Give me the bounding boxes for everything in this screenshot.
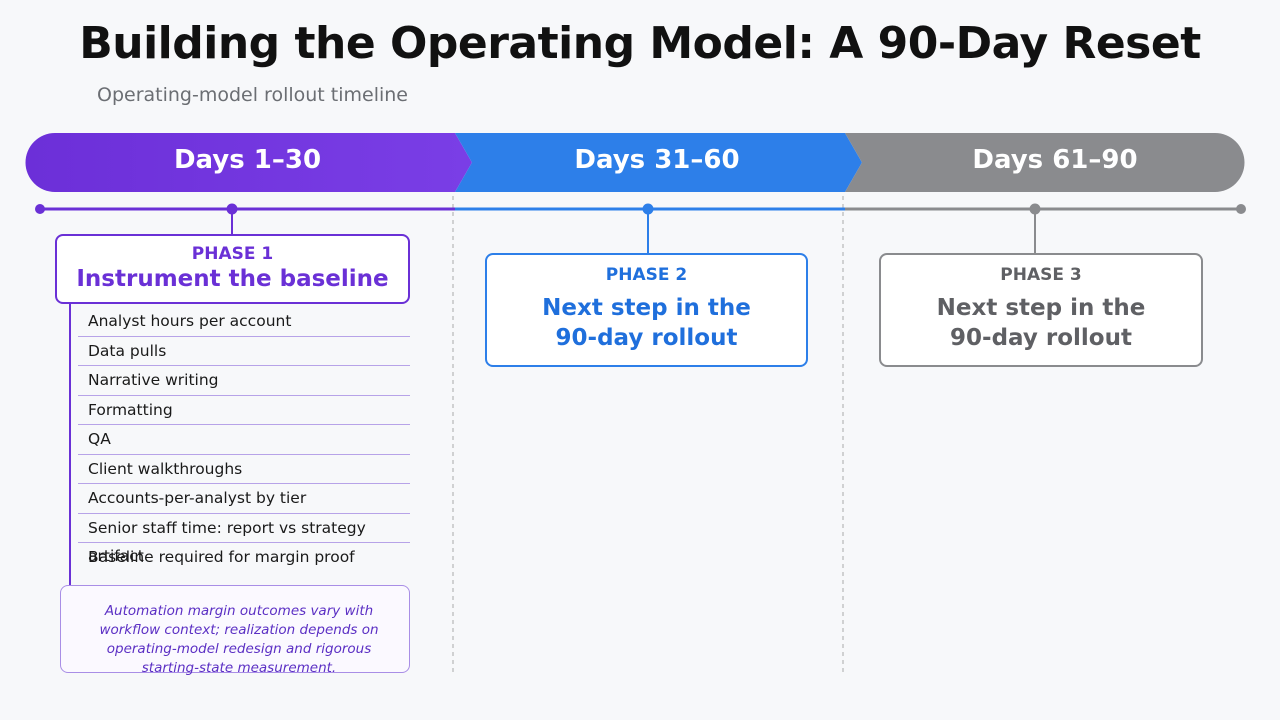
phase-label: PHASE 3 — [1000, 265, 1082, 285]
chevron — [845, 133, 1245, 192]
phase-range: Days 61–90 — [972, 145, 1138, 175]
note: Automation margin outcomes vary with wor… — [60, 585, 410, 676]
phase-heading: Instrument the baseline — [76, 266, 389, 292]
dot — [1236, 204, 1246, 214]
list-item: QA — [78, 425, 410, 455]
chevron — [25, 133, 473, 192]
chevron — [455, 133, 862, 192]
list-item: Accounts-per-analyst by tier — [78, 484, 410, 514]
title: Building the Operating Model: A 90-Day R… — [79, 18, 1201, 69]
phase-range: Days 1–30 — [173, 145, 322, 175]
list-item: Formatting — [78, 396, 410, 425]
list-item: Narrative writing — [78, 366, 410, 396]
phase-heading: Next step in the 90-day rollout — [936, 295, 1146, 351]
list-item: Baseline required for margin proof — [88, 548, 355, 566]
phase-label: PHASE 1 — [191, 244, 274, 264]
phase-range: Days 31–60 — [574, 145, 740, 175]
dot — [35, 204, 45, 214]
phase-card: PHASE 2 Next step in the 90-day rollout — [485, 253, 808, 367]
list-item: Client walkthroughs — [78, 455, 410, 484]
list-item: Senior staff time: report vs strategy ar… — [78, 514, 410, 565]
phase-card: PHASE 3 Next step in the 90-day rollout — [879, 253, 1203, 367]
phase-heading: Next step in the 90-day rollout — [542, 295, 751, 351]
phase-label: PHASE 2 — [605, 265, 688, 285]
list-item: Data pulls — [78, 337, 410, 366]
list-item: Analyst hours per account — [78, 307, 410, 337]
subtitle: Operating-model rollout timeline — [97, 84, 408, 106]
phase-card: PHASE 1 Instrument the baseline — [55, 234, 410, 304]
